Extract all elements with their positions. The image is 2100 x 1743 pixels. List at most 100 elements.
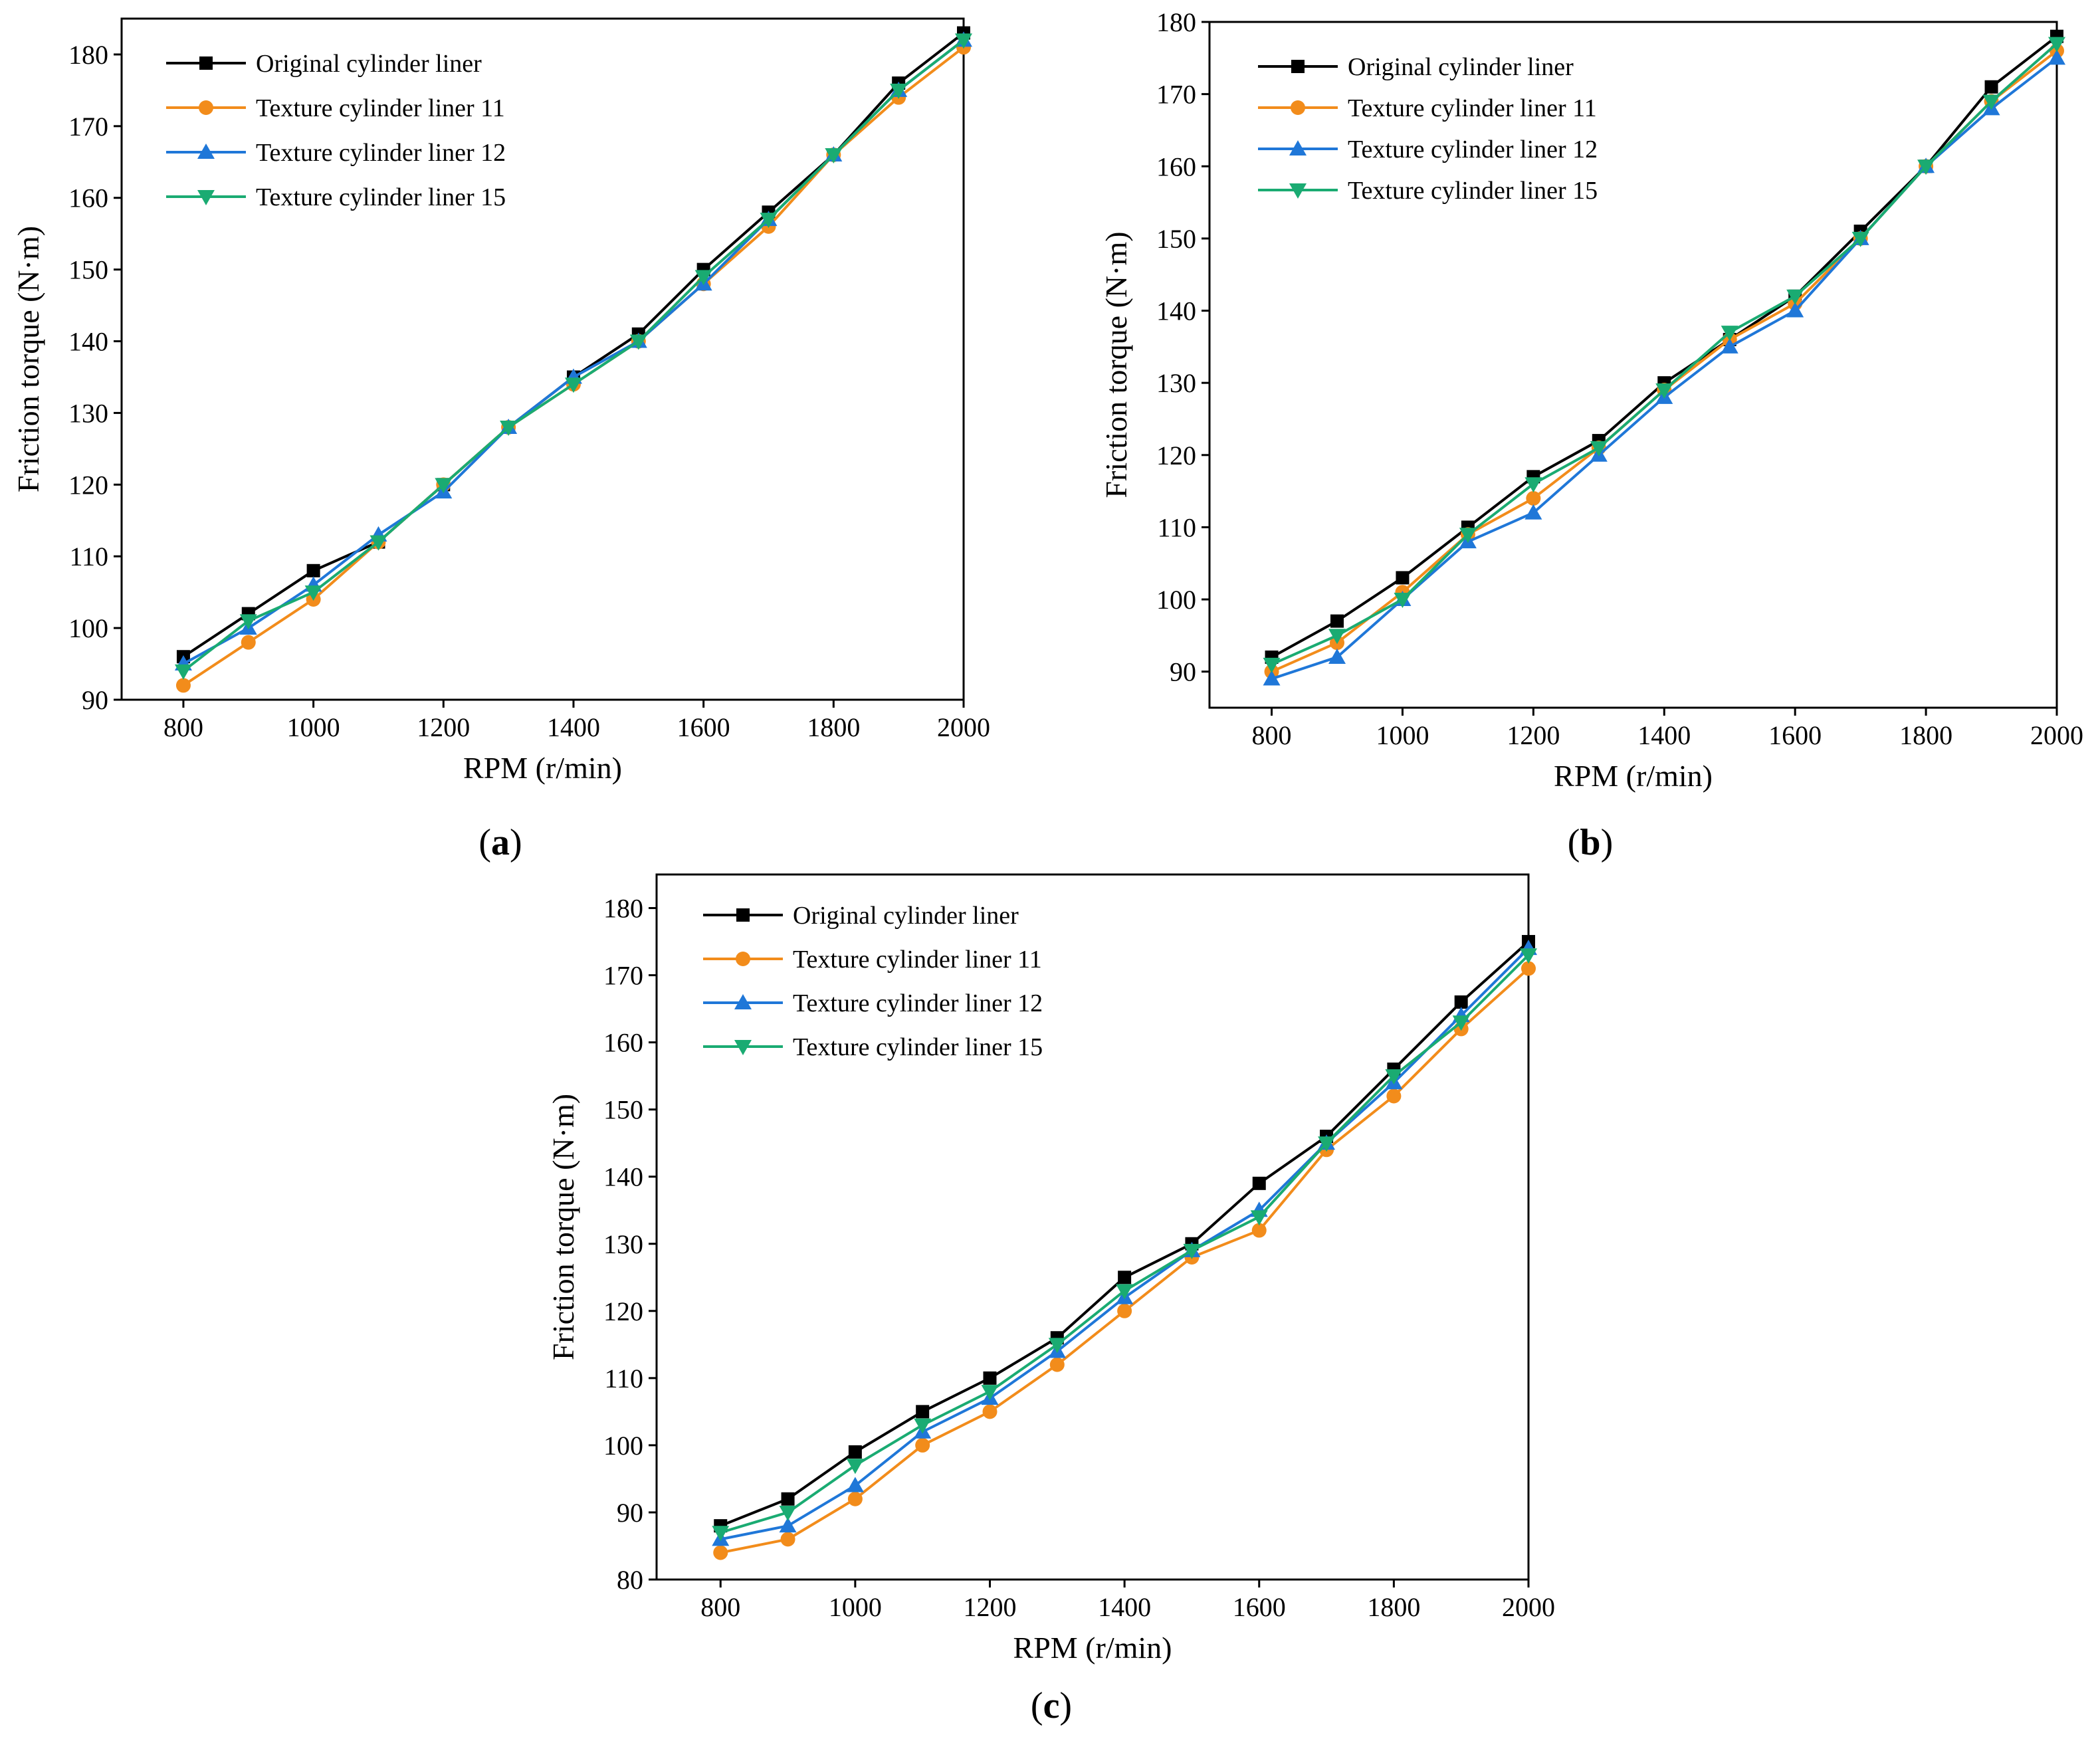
series-4 [174, 33, 972, 680]
y-tick-label: 180 [1156, 7, 1196, 37]
y-tick-label: 140 [1156, 296, 1196, 326]
data-point [1330, 614, 1344, 628]
data-point [1459, 528, 1477, 544]
x-tick-label: 2000 [2030, 720, 2083, 750]
legend-label: Texture cylinder liner 15 [1348, 177, 1598, 205]
data-point [1263, 670, 1281, 686]
data-point [1116, 1284, 1134, 1300]
y-tick-label: 120 [68, 470, 108, 500]
legend-item: Texture cylinder liner 12 [166, 139, 506, 167]
y-tick-label: 140 [68, 327, 108, 357]
data-point [1984, 80, 1998, 94]
x-axis-title: RPM (r/min) [463, 751, 622, 785]
x-tick-label: 1400 [1098, 1592, 1151, 1622]
y-tick-label: 90 [617, 1498, 643, 1528]
data-point [983, 1371, 997, 1385]
series-4 [712, 948, 1537, 1542]
circle-marker [199, 100, 213, 115]
triangle-down-marker [197, 190, 215, 205]
y-tick-label: 160 [68, 183, 108, 213]
data-point [1263, 657, 1281, 673]
data-point [1118, 1271, 1132, 1284]
series-2 [713, 961, 1536, 1560]
data-point [1386, 1088, 1402, 1104]
caption-close-paren: ) [1601, 822, 1614, 863]
y-tick-label: 110 [1157, 512, 1196, 542]
y-axis-title: Friction torque (N·m) [11, 226, 45, 492]
data-point [1250, 1210, 1268, 1226]
x-tick-label: 1000 [1376, 720, 1429, 750]
data-point [781, 1492, 795, 1506]
data-point [304, 585, 322, 601]
data-point [435, 478, 453, 494]
y-tick-label: 130 [603, 1229, 643, 1259]
x-tick-label: 2000 [937, 712, 990, 742]
data-point [1252, 1176, 1266, 1190]
y-axis-title: Friction torque (N·m) [1099, 231, 1133, 498]
data-point [1721, 326, 1738, 342]
panel-c: 800 1000 1200 1400 1600 1800 2000 80 90 100 110 120… [546, 873, 1555, 1726]
x-tick-label: 1800 [1899, 720, 1952, 750]
data-point [1385, 1069, 1403, 1085]
triangle-down-marker [734, 1040, 752, 1055]
data-point [981, 1385, 999, 1401]
legend-label: Texture cylinder liner 11 [256, 94, 505, 122]
data-point [1655, 383, 1673, 399]
y-tick-label: 110 [69, 542, 108, 571]
panel-b: 800 1000 1200 1400 1600 1800 2000 90 100 110 120 13… [1099, 7, 2083, 863]
y-tick-label: 150 [68, 255, 108, 285]
square-marker [199, 56, 213, 70]
data-point [1328, 648, 1346, 664]
data-point [955, 33, 972, 49]
legend-item: Texture cylinder liner 15 [703, 1033, 1043, 1061]
data-point [1917, 159, 1935, 175]
data-point [1328, 629, 1346, 645]
data-point [694, 270, 712, 286]
caption-close-paren: ) [1059, 1685, 1072, 1726]
legend-item: Original cylinder liner [166, 50, 482, 78]
data-point [1394, 593, 1412, 609]
x-tick-label: 1200 [1507, 720, 1560, 750]
x-tick-label: 1600 [1233, 1592, 1286, 1622]
x-tick-label: 1800 [1367, 1592, 1420, 1622]
data-point [2048, 37, 2065, 52]
plot-frame [1208, 21, 2058, 709]
panel-caption: (a) [478, 822, 522, 863]
circle-marker [736, 952, 750, 966]
legend-label: Texture cylinder liner 11 [1348, 94, 1597, 122]
data-point [1526, 490, 1541, 506]
x-axis-title: RPM (r/min) [1554, 759, 1713, 793]
circle-marker [1291, 100, 1305, 115]
y-tick-label: 180 [68, 40, 108, 70]
legend-item: Texture cylinder liner 15 [166, 183, 506, 211]
series-3 [174, 31, 972, 671]
data-point [1452, 1015, 1470, 1031]
y-tick-label: 100 [68, 613, 108, 643]
legend-item: Texture cylinder liner 11 [703, 946, 1042, 974]
legend-item: Original cylinder liner [1258, 53, 1574, 81]
data-point [2048, 49, 2065, 65]
triangle-down-marker [1289, 183, 1307, 199]
square-marker [1291, 60, 1305, 73]
legend-item: Texture cylinder liner 11 [166, 94, 505, 122]
x-tick-label: 1000 [829, 1592, 882, 1622]
legend-label: Texture cylinder liner 12 [256, 139, 506, 167]
data-point [848, 1445, 862, 1459]
y-tick-label: 120 [1156, 441, 1196, 470]
x-tick-label: 1600 [1768, 720, 1822, 750]
y-tick-label: 100 [603, 1431, 643, 1461]
series-line [182, 39, 965, 672]
data-point [713, 1545, 728, 1560]
series-3 [712, 940, 1537, 1546]
y-tick-label: 170 [68, 112, 108, 142]
y-axis-title: Friction torque (N·m) [546, 1094, 580, 1360]
data-point [760, 213, 778, 229]
data-point [1786, 289, 1804, 305]
x-tick-label: 1200 [417, 712, 470, 742]
data-point [174, 664, 192, 680]
triangle-up-marker [1289, 140, 1307, 155]
y-tick-label: 160 [1156, 152, 1196, 181]
data-point [500, 421, 518, 436]
data-point [914, 1418, 932, 1434]
data-point [1318, 1136, 1336, 1152]
